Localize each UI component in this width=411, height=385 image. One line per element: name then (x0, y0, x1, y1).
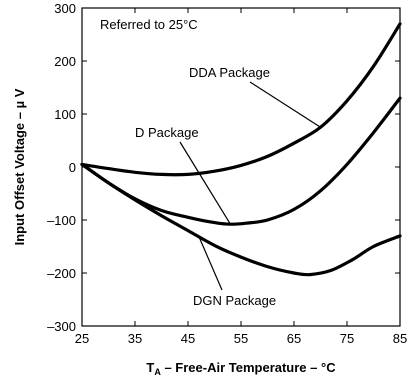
x-axis-title: TA – Free-Air Temperature – °C (146, 360, 336, 377)
x-axis-title-rest: – Free-Air Temperature – °C (161, 360, 336, 375)
leader-d (179, 141, 231, 225)
y-tick-label: 100 (54, 107, 76, 122)
leader-dgn (198, 235, 223, 291)
leader-dda (249, 81, 321, 128)
series-line-d (80, 96, 402, 226)
y-tick-label: 200 (54, 54, 76, 69)
y-tick-label: 300 (54, 1, 76, 16)
y-axis-title: Input Offset Voltage – µ V (12, 88, 27, 245)
leaders-layer (179, 81, 321, 291)
curves-layer (80, 22, 402, 277)
y-tick-label: 0 (69, 160, 76, 175)
x-tick-label: 85 (393, 331, 407, 346)
x-tick-label: 55 (234, 331, 248, 346)
series-label-dgn: DGN Package (193, 293, 276, 308)
x-axis-title-subscript: A (154, 367, 161, 377)
x-tick-label: 35 (128, 331, 142, 346)
x-tick-label: 45 (181, 331, 195, 346)
x-tick-label: 25 (75, 331, 89, 346)
plot-frame (81, 7, 401, 327)
y-tick-label: –200 (47, 266, 76, 281)
x-axis-title-main: T (146, 360, 154, 375)
x-tick-label: 65 (287, 331, 301, 346)
series-line-dda (80, 22, 402, 177)
reference-annotation: Referred to 25°C (100, 17, 198, 32)
x-tick-label: 75 (340, 331, 354, 346)
y-tick-label: –300 (47, 319, 76, 334)
series-line-dgn (80, 162, 402, 277)
y-tick-label: –100 (47, 213, 76, 228)
series-label-d: D Package (135, 125, 199, 140)
series-label-dda: DDA Package (189, 65, 270, 80)
